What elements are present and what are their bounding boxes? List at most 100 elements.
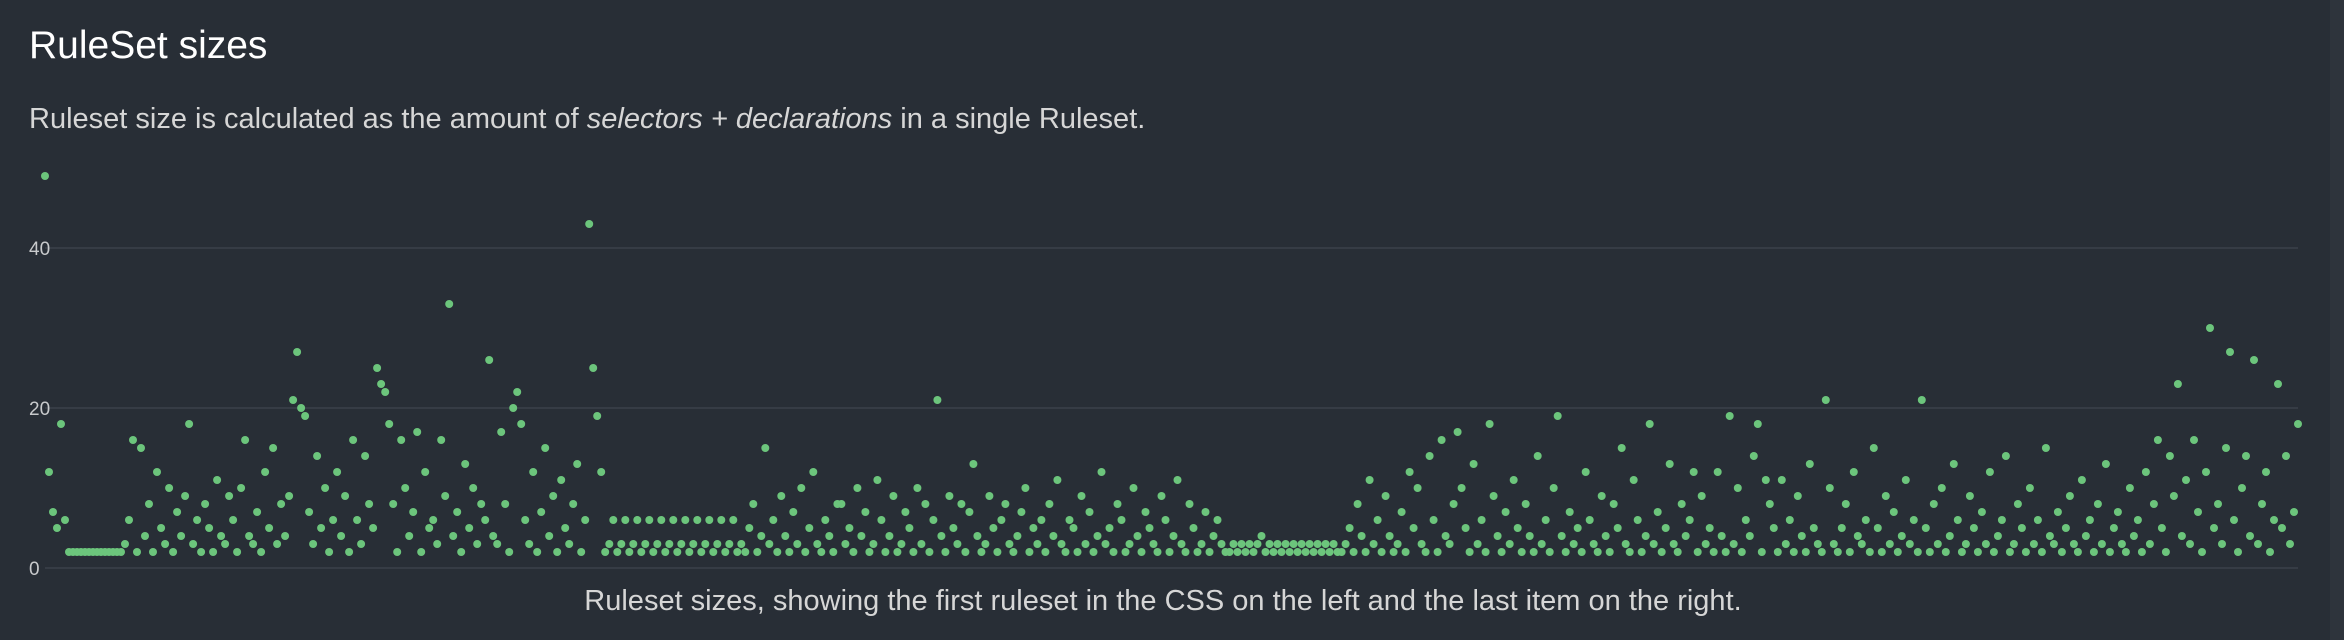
data-point [193, 516, 202, 524]
data-point [129, 436, 137, 444]
data-point [597, 468, 606, 476]
data-point [1389, 548, 1398, 556]
data-point [1793, 492, 1802, 500]
data-point [1849, 468, 1858, 476]
data-point [1253, 540, 1262, 548]
data-point [461, 460, 470, 468]
data-point [1129, 484, 1138, 492]
data-point [1753, 420, 1762, 428]
data-point [1309, 548, 1318, 556]
data-point [1073, 548, 1082, 556]
data-point [985, 492, 994, 500]
data-point [1761, 476, 1770, 484]
data-point [1453, 428, 1462, 436]
data-point [793, 540, 802, 548]
data-point [1769, 524, 1778, 532]
data-point [205, 524, 214, 532]
data-point [1101, 540, 1110, 548]
data-point [1521, 500, 1530, 508]
data-point [1909, 516, 1918, 524]
data-point [365, 500, 374, 508]
data-point [1033, 540, 1042, 548]
data-point [61, 516, 69, 524]
data-point [1517, 548, 1526, 556]
data-point [1241, 548, 1250, 556]
data-point [1157, 492, 1166, 500]
data-point [121, 540, 129, 548]
data-point [1049, 532, 1058, 540]
data-point [289, 396, 298, 404]
data-point [457, 548, 466, 556]
data-point [245, 532, 254, 540]
data-point [1313, 540, 1322, 548]
data-point [305, 508, 314, 516]
data-point [1977, 508, 1986, 516]
data-point [1673, 548, 1682, 556]
data-point [533, 548, 542, 556]
data-point [1565, 508, 1574, 516]
data-point [865, 548, 874, 556]
data-point [1513, 524, 1522, 532]
data-point [209, 548, 218, 556]
data-point [1941, 548, 1950, 556]
data-point [1329, 540, 1338, 548]
data-point [633, 516, 642, 524]
data-point [2270, 516, 2278, 524]
data-point [2025, 484, 2034, 492]
data-point [773, 548, 782, 556]
data-point [485, 356, 494, 364]
data-point [949, 524, 958, 532]
data-point [393, 548, 402, 556]
data-point [1133, 532, 1142, 540]
data-point [569, 500, 578, 508]
data-point [1937, 484, 1946, 492]
data-point [2073, 548, 2082, 556]
data-point [2093, 500, 2102, 508]
data-point [1841, 500, 1850, 508]
data-point [1845, 548, 1854, 556]
data-point [469, 484, 478, 492]
data-point [1729, 540, 1738, 548]
data-point [829, 548, 838, 556]
data-point [141, 532, 149, 540]
description-emphasis: selectors + declarations [586, 103, 893, 135]
data-point [1105, 524, 1114, 532]
data-point [185, 420, 194, 428]
data-point [497, 428, 506, 436]
data-point [1381, 492, 1390, 500]
data-point [1493, 532, 1502, 540]
data-point [1633, 516, 1642, 524]
data-point [397, 436, 406, 444]
data-point [1837, 524, 1846, 532]
data-point [1737, 548, 1746, 556]
data-point [573, 460, 582, 468]
data-point [825, 532, 834, 540]
data-point [2278, 524, 2286, 532]
description-text: Ruleset size is calculated as the amount… [29, 103, 587, 135]
data-point [509, 404, 518, 412]
data-point [1993, 532, 2002, 540]
data-point [1757, 548, 1766, 556]
data-point [1021, 484, 1030, 492]
data-point [2049, 540, 2058, 548]
data-point [1465, 548, 1474, 556]
data-point [789, 508, 798, 516]
data-point [1001, 500, 1010, 508]
data-point [821, 516, 830, 524]
data-point [1573, 524, 1582, 532]
data-point [213, 476, 222, 484]
data-point [1893, 548, 1902, 556]
data-point [321, 484, 330, 492]
data-point [1601, 532, 1610, 540]
y-tick-label: 40 [29, 239, 50, 260]
data-point [2230, 516, 2238, 524]
data-point [1229, 540, 1238, 548]
data-point [1169, 532, 1178, 540]
data-point [1293, 548, 1302, 556]
data-point [1625, 548, 1634, 556]
data-point [625, 548, 634, 556]
data-point [1397, 508, 1406, 516]
data-point [2258, 500, 2266, 508]
data-point [1045, 500, 1054, 508]
data-point [1821, 396, 1830, 404]
